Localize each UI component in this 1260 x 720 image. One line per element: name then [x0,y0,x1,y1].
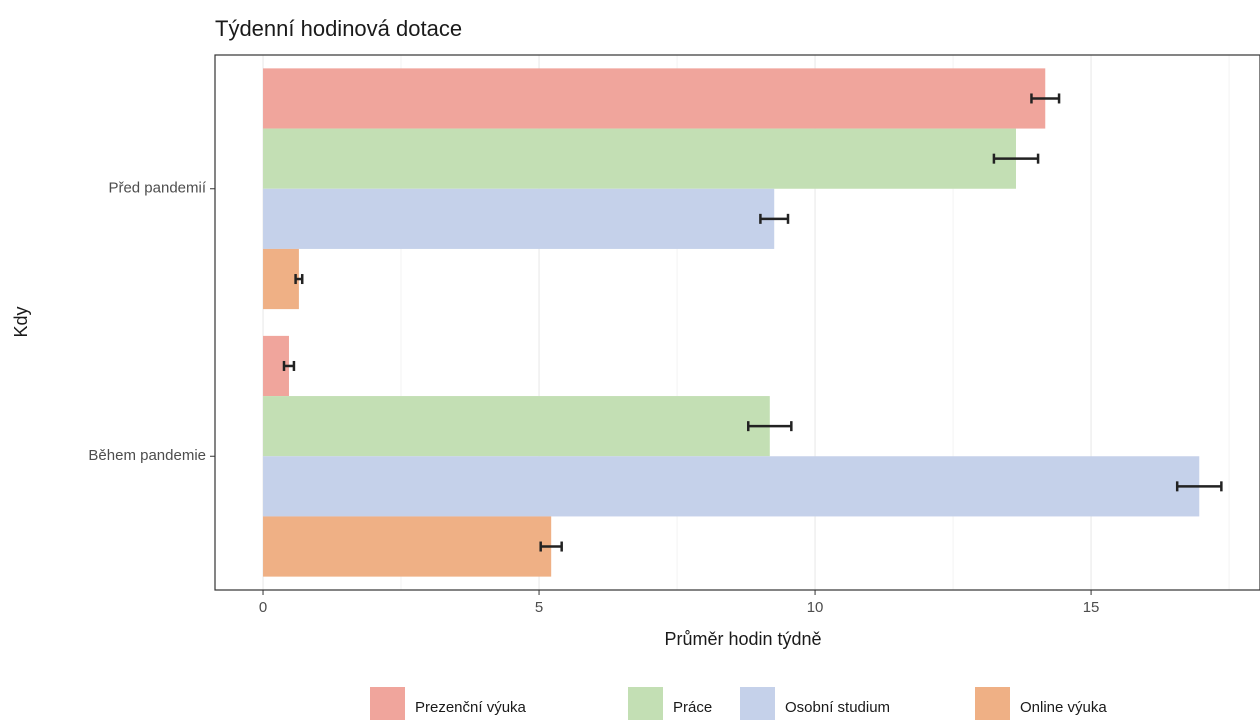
legend-label: Online výuka [1020,699,1107,716]
x-tick-label: 0 [259,599,267,616]
panel-border [214,54,1260,591]
error-bar [759,213,790,224]
bar [263,516,552,577]
legend-label: Práce [673,699,712,716]
bar [263,128,1017,189]
bar [263,456,1200,517]
legend-key [628,687,663,720]
bar [263,396,770,457]
legend-label: Osobní studium [785,699,890,716]
error-bar [992,153,1040,164]
x-tick-label: 15 [1083,599,1100,616]
error-bar [1175,481,1223,492]
bar [263,248,299,310]
error-bar [747,421,793,432]
y-tick-label: Před pandemií [108,180,206,197]
error-bar [294,274,304,285]
legend-key [370,687,405,720]
error-bar [539,541,563,552]
legend-key [975,687,1010,720]
chart-title: Týdenní hodinová dotace [215,16,462,41]
y-tick-label: Během pandemie [88,447,206,464]
legend-key [740,687,775,720]
x-tick-label: 5 [535,599,543,616]
x-tick-label: 10 [807,599,824,616]
y-axis-label: Kdy [11,306,31,337]
error-bar [282,360,296,371]
legend-label: Prezenční výuka [415,699,527,716]
bar [263,68,1046,129]
error-bar [1030,93,1061,104]
bar [263,188,775,249]
x-axis-label: Průměr hodin týdně [664,629,821,649]
